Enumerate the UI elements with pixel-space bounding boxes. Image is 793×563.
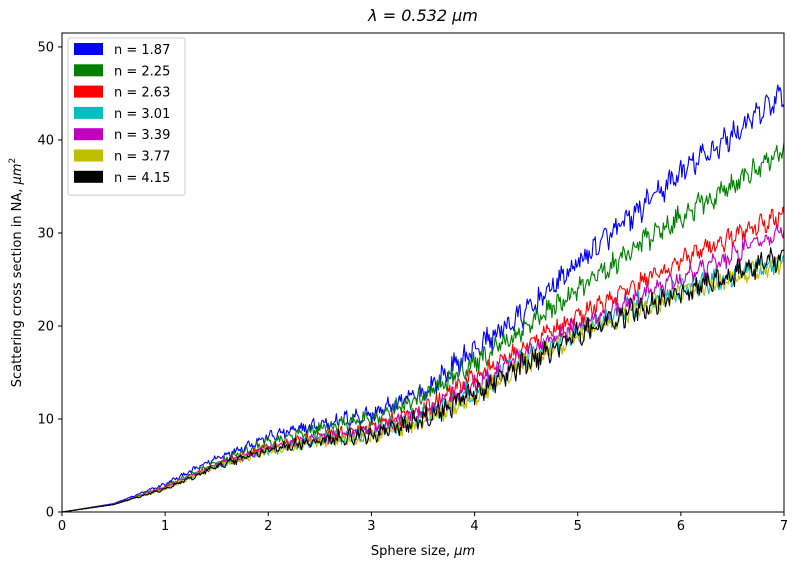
y-tick-label: 50 <box>37 40 54 55</box>
plot-frame <box>61 32 785 513</box>
x-axis-label: Sphere size, μm <box>371 544 475 559</box>
x-axis-label-unit: μm <box>453 544 475 559</box>
series-line <box>61 247 785 513</box>
legend-swatch <box>74 85 103 98</box>
x-tick-label: 1 <box>161 519 169 534</box>
y-axis-label-unit: μm <box>10 164 25 186</box>
legend-label: n = 3.39 <box>114 128 170 143</box>
legend-swatch <box>74 106 103 119</box>
y-axis-label-exponent: 2 <box>8 158 18 164</box>
legend-swatch <box>74 43 103 55</box>
x-tick-label: 2 <box>264 519 272 534</box>
y-tick-label: 0 <box>46 506 54 521</box>
legend-label: n = 2.63 <box>114 86 170 101</box>
x-axis: 0 1 2 3 4 5 6 7 <box>58 512 788 534</box>
chart-title-unit: μm <box>451 6 478 25</box>
x-axis-label-prefix: Sphere size, <box>371 544 454 559</box>
y-axis-label: Scattering cross section in NA, μm2 <box>8 158 25 387</box>
legend-swatch <box>74 128 103 141</box>
x-tick-label: 4 <box>470 519 478 534</box>
chart-title-prefix: λ = 0.532 <box>367 6 452 25</box>
x-tick-label: 7 <box>780 519 788 534</box>
y-tick-label: 30 <box>37 226 54 241</box>
legend-label: n = 2.25 <box>114 64 170 79</box>
series-line <box>61 142 785 513</box>
y-tick-label: 20 <box>37 319 54 334</box>
x-tick-label: 5 <box>574 519 582 534</box>
legend-label: n = 3.01 <box>114 107 170 122</box>
legend-label: n = 3.77 <box>114 150 170 165</box>
legend-swatch <box>74 64 103 77</box>
y-tick-label: 40 <box>37 133 54 148</box>
series-line <box>61 84 785 513</box>
legend-swatch <box>74 149 103 162</box>
legend-label: n = 4.15 <box>114 171 170 186</box>
y-axis: 0 10 20 30 40 50 <box>37 40 62 521</box>
legend-label: n = 1.87 <box>114 43 170 58</box>
legend-swatch <box>74 170 103 183</box>
series-layer <box>61 84 785 513</box>
x-tick-label: 6 <box>677 519 685 534</box>
chart-title: λ = 0.532 μm <box>367 6 478 25</box>
y-tick-label: 10 <box>37 412 54 427</box>
y-axis-label-prefix: Scattering cross section in NA, <box>10 184 25 387</box>
x-tick-label: 3 <box>367 519 375 534</box>
legend: n = 1.87 n = 2.25 n = 2.63 n = 3.01 n = 3.39… <box>67 37 186 196</box>
x-tick-label: 0 <box>58 519 66 534</box>
